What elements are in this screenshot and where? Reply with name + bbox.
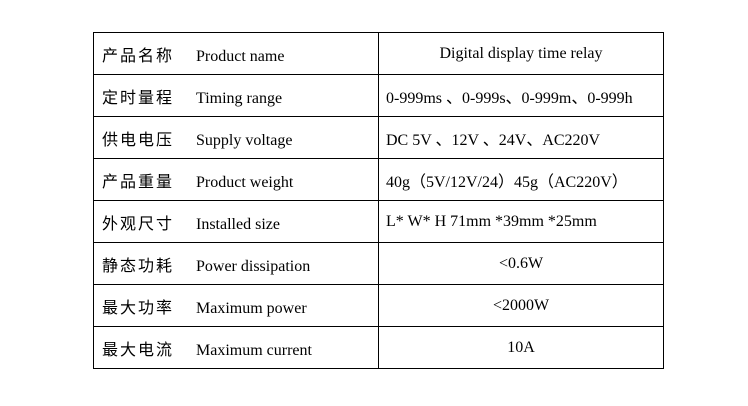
- spec-key-zh: 最大功率: [102, 299, 175, 317]
- spec-key-cell: 外观尺寸 Installed size: [93, 200, 379, 243]
- spec-key-cell: 最大电流 Maximum current: [93, 326, 379, 369]
- spec-key-zh: 供电电压: [102, 131, 175, 149]
- spec-key-cell: 供电电压 Supply voltage: [93, 116, 379, 159]
- spec-key-zh: 产品重量: [102, 173, 175, 191]
- spec-key-zh: 静态功耗: [102, 257, 175, 275]
- spec-row: 定时量程 Timing range 0-999ms 、0-999s、0-999m、0…: [93, 74, 664, 117]
- spec-row: 静态功耗 Power dissipation <0.6W: [93, 242, 664, 285]
- spec-key-cell: 产品名称 Product name: [93, 32, 379, 75]
- spec-key-en: Maximum current: [196, 341, 312, 359]
- spec-row: 外观尺寸 Installed size L* W* H 71mm *39mm *25…: [93, 200, 664, 243]
- spec-key-cell: 定时量程 Timing range: [93, 74, 379, 117]
- spec-key-zh: 定时量程: [102, 89, 175, 107]
- spec-value: L* W* H 71mm *39mm *25mm: [378, 200, 664, 243]
- spec-value: Digital display time relay: [378, 32, 664, 75]
- spec-key-cell: 产品重量 Product weight: [93, 158, 379, 201]
- spec-key-en: Timing range: [196, 89, 283, 107]
- spec-row: 最大功率 Maximum power <2000W: [93, 284, 664, 327]
- spec-row: 最大电流 Maximum current 10A: [93, 326, 664, 369]
- spec-row: 供电电压 Supply voltage DC 5V 、12V 、24V、AC220V: [93, 116, 664, 159]
- spec-table: 产品名称 Product name Digital display time rel…: [93, 32, 664, 369]
- spec-key-cell: 最大功率 Maximum power: [93, 284, 379, 327]
- spec-key-en: Maximum power: [196, 299, 307, 317]
- spec-key-en: Supply voltage: [196, 131, 293, 149]
- spec-key-zh: 外观尺寸: [102, 215, 175, 233]
- spec-value: <0.6W: [378, 242, 664, 285]
- spec-row: 产品重量 Product weight 40g（5V/12V/24）45g（AC22…: [93, 158, 664, 201]
- spec-key-zh: 最大电流: [102, 341, 175, 359]
- spec-key-en: Product weight: [196, 173, 294, 191]
- spec-value: 0-999ms 、0-999s、0-999m、0-999h: [378, 74, 664, 117]
- spec-row: 产品名称 Product name Digital display time rel…: [93, 32, 664, 75]
- spec-key-en: Installed size: [196, 215, 280, 233]
- spec-value: DC 5V 、12V 、24V、AC220V: [378, 116, 664, 159]
- spec-key-cell: 静态功耗 Power dissipation: [93, 242, 379, 285]
- spec-table-body: 产品名称 Product name Digital display time rel…: [93, 32, 664, 369]
- spec-value: 10A: [378, 326, 664, 369]
- spec-key-zh: 产品名称: [102, 47, 175, 65]
- spec-value: 40g（5V/12V/24）45g（AC220V）: [378, 158, 664, 201]
- spec-key-en: Power dissipation: [196, 257, 311, 275]
- spec-key-en: Product name: [196, 47, 285, 65]
- spec-value: <2000W: [378, 284, 664, 327]
